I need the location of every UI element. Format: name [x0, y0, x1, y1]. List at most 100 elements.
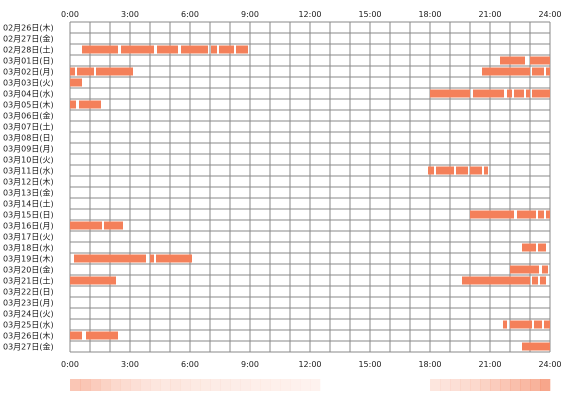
summary-strip-cell — [310, 379, 321, 391]
interval-bar — [211, 45, 217, 54]
interval-bar — [219, 45, 234, 54]
bottom-tick-label: 6:00 — [181, 360, 199, 369]
interval-bar — [522, 243, 536, 252]
interval-bar — [70, 100, 76, 109]
interval-bar — [522, 342, 550, 351]
summary-strip-cell — [70, 379, 81, 391]
interval-bar — [473, 89, 504, 98]
row-label: 03月04日(水) — [3, 89, 54, 99]
row-label: 03月03日(火) — [3, 79, 54, 88]
summary-strip-cell — [290, 379, 301, 391]
row-label: 03月16日(月) — [3, 222, 54, 231]
row-label: 02月26日(木) — [3, 23, 54, 33]
interval-bar — [77, 67, 94, 76]
interval-bar — [532, 276, 538, 285]
interval-bar — [156, 254, 192, 263]
interval-bar — [470, 210, 514, 219]
row-label: 03月15日(日) — [3, 211, 54, 220]
top-tick-label: 24:00 — [538, 10, 561, 19]
interval-bar — [430, 89, 470, 98]
top-tick-label: 12:00 — [298, 10, 321, 19]
interval-bar — [104, 221, 123, 230]
summary-strip-cell — [480, 379, 491, 391]
summary-strip-cell — [190, 379, 201, 391]
summary-strip-cell — [240, 379, 251, 391]
summary-strip-cell — [280, 379, 291, 391]
summary-strip-cell — [80, 379, 91, 391]
row-label: 03月05日(木) — [3, 100, 54, 110]
row-label: 03月13日(金) — [3, 188, 54, 198]
interval-bar — [500, 56, 525, 65]
interval-bar — [517, 210, 536, 219]
interval-bar — [503, 320, 507, 329]
interval-bar — [462, 276, 530, 285]
row-label: 03月02日(月) — [3, 68, 54, 77]
row-label: 03月11日(水) — [3, 166, 54, 176]
interval-bar — [546, 210, 550, 219]
interval-bar — [470, 166, 482, 175]
summary-strip-cell — [460, 379, 471, 391]
row-label: 03月22日(日) — [3, 288, 54, 297]
row-label: 02月27日(金) — [3, 34, 54, 44]
interval-bar — [456, 166, 468, 175]
interval-bar — [532, 89, 550, 98]
bottom-tick-label: 3:00 — [121, 360, 139, 369]
interval-bar — [482, 67, 530, 76]
summary-strip-cell — [160, 379, 171, 391]
interval-bar — [510, 320, 532, 329]
interval-bar — [79, 100, 101, 109]
interval-bar — [546, 67, 550, 76]
summary-strip-cell — [530, 379, 541, 391]
bottom-tick-label: 21:00 — [478, 360, 501, 369]
summary-strip-cell — [520, 379, 531, 391]
bottom-tick-label: 24:00 — [538, 360, 561, 369]
row-label: 03月21日(土) — [3, 276, 54, 286]
summary-strip — [70, 379, 551, 391]
row-label: 03月07日(土) — [3, 122, 54, 132]
top-x-axis: 0:00 3:00 6:00 9:00 12:00 15:00 18:00 21:00 24:0… — [61, 10, 562, 19]
bottom-tick-label: 12:00 — [298, 360, 321, 369]
interval-bar — [86, 331, 118, 340]
interval-bar — [532, 67, 544, 76]
interval-bar — [150, 254, 154, 263]
row-label: 03月06日(金) — [3, 111, 54, 121]
summary-strip-cell — [180, 379, 191, 391]
row-label: 03月17日(火) — [3, 233, 54, 242]
summary-strip-cell — [210, 379, 221, 391]
interval-bar — [514, 89, 524, 98]
interval-bar — [121, 45, 154, 54]
interval-bar — [436, 166, 454, 175]
row-label: 03月08日(日) — [3, 134, 54, 143]
interval-bar — [236, 45, 248, 54]
summary-strip-cell — [130, 379, 141, 391]
row-labels: 02月26日(木)02月27日(金)02月28日(土) 03月01日(日) 03月0… — [3, 23, 54, 352]
interval-bar — [70, 67, 75, 76]
row-label: 02月28日(土) — [3, 45, 54, 55]
bottom-tick-label: 18:00 — [418, 360, 441, 369]
summary-strip-cell — [120, 379, 131, 391]
summary-strip-cell — [90, 379, 101, 391]
summary-strip-cell — [170, 379, 181, 391]
row-label: 03月25日(水) — [3, 320, 54, 330]
interval-bar — [538, 210, 544, 219]
interval-bar — [530, 56, 550, 65]
top-tick-label: 15:00 — [358, 10, 381, 19]
interval-bar — [544, 320, 550, 329]
interval-bars — [70, 45, 550, 351]
summary-strip-cell — [470, 379, 481, 391]
summary-strip-cell — [110, 379, 121, 391]
summary-strip-cell — [500, 379, 511, 391]
summary-strip-cell — [250, 379, 261, 391]
summary-strip-cell — [100, 379, 111, 391]
row-label: 03月10日(火) — [3, 156, 54, 165]
row-label: 03月19日(木) — [3, 254, 54, 264]
summary-strip-cell — [140, 379, 151, 391]
row-label: 03月12日(木) — [3, 177, 54, 187]
top-tick-label: 18:00 — [418, 10, 441, 19]
interval-bar — [82, 45, 118, 54]
summary-strip-cell — [440, 379, 451, 391]
summary-strip-background — [70, 379, 550, 391]
interval-bar — [70, 276, 116, 285]
summary-strip-cell — [540, 379, 551, 391]
top-tick-label: 21:00 — [478, 10, 501, 19]
